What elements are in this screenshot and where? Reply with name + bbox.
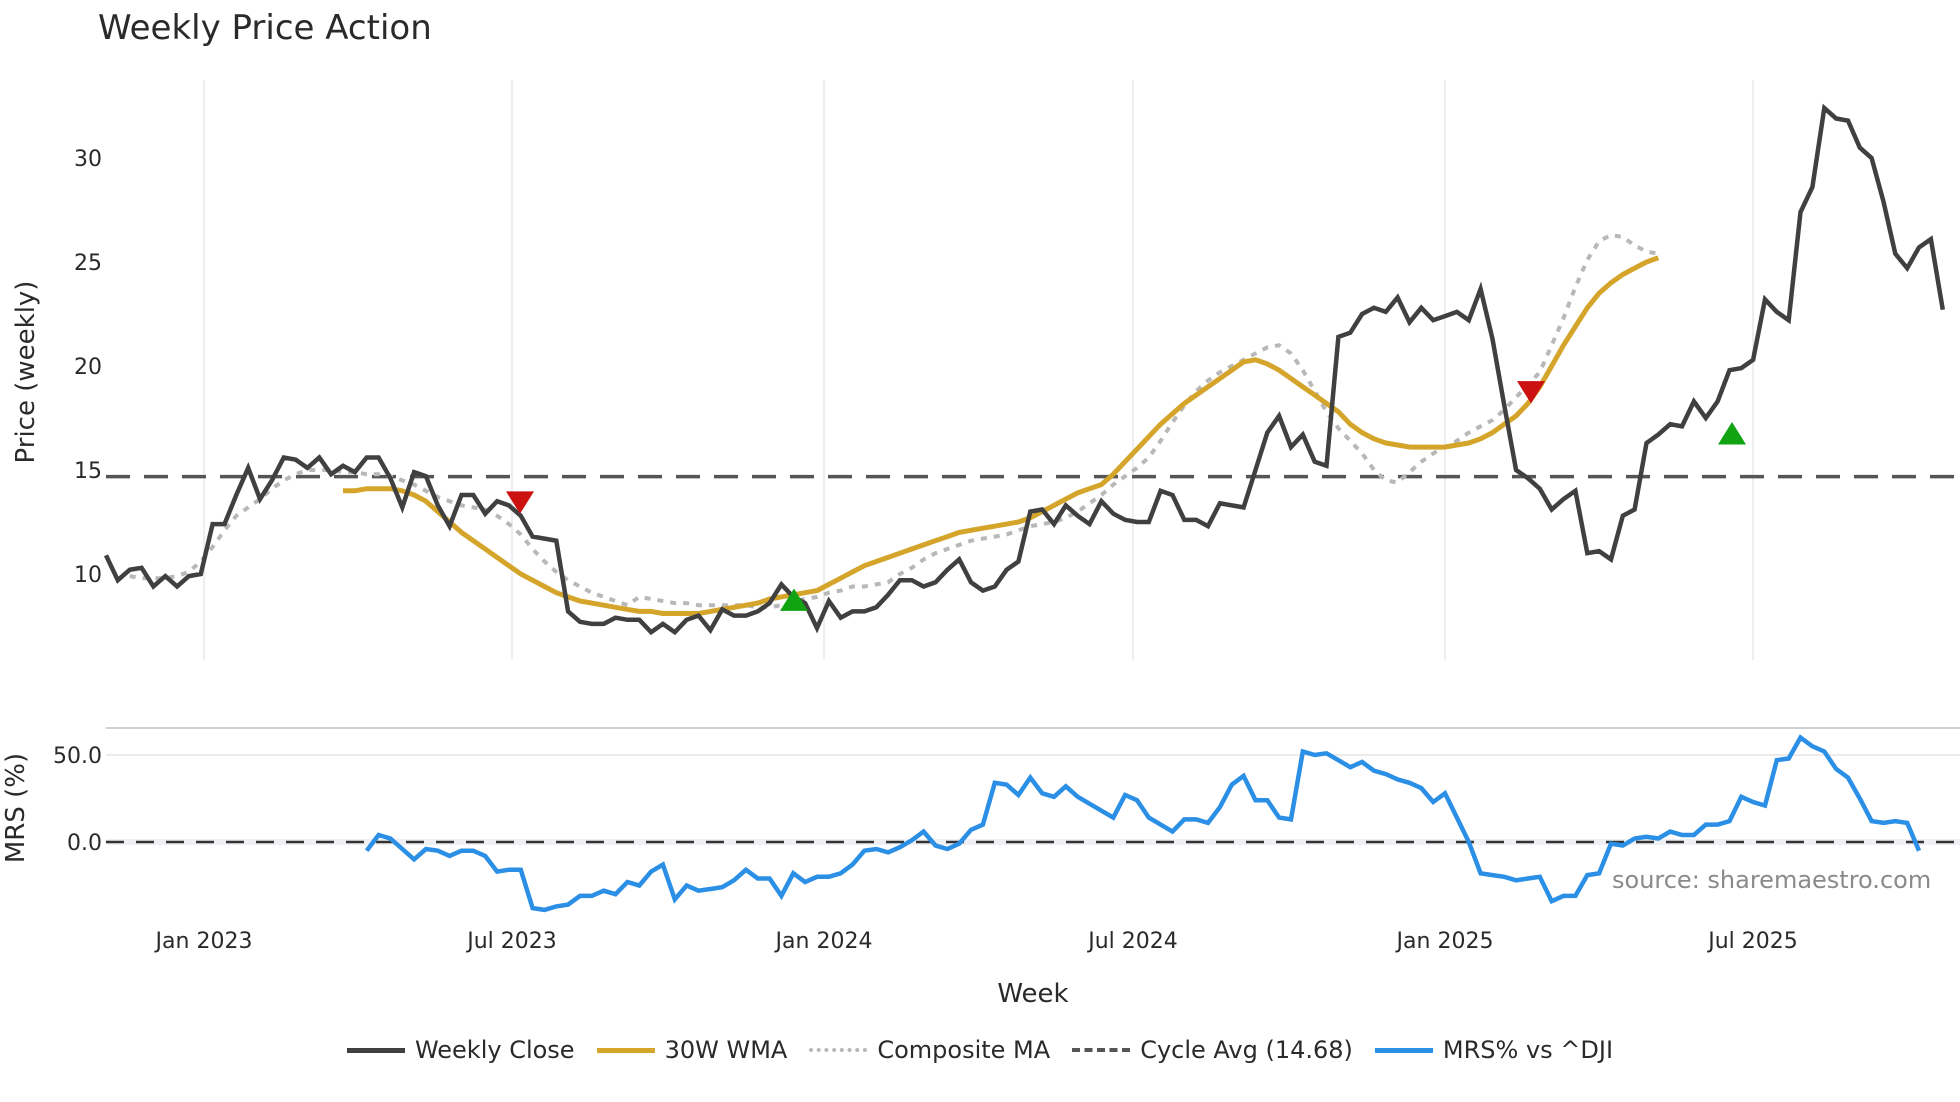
mrs-tick-0: 0.0 [67,831,102,856]
weekly-close-line [103,103,1946,636]
signal-markers [506,381,1746,611]
sell-signal-marker [1517,381,1545,404]
price-tick-label: 20 [74,355,102,380]
legend: Weekly Close 30W WMA Composite MA Cycle Avg… [0,1036,1960,1064]
buy-signal-marker [780,588,808,611]
legend-label: Composite MA [877,1036,1051,1064]
price-tick-label: 15 [74,459,102,484]
price-y-axis-title: Price (weekly) [11,281,41,464]
price-tick-label: 30 [74,147,102,172]
legend-item[interactable]: 30W WMA [596,1036,788,1064]
legend-swatch-icon [346,1047,405,1053]
chart-title: Weekly Price Action [98,8,432,48]
legend-label: MRS% vs ^DJI [1442,1036,1614,1064]
legend-swatch-icon [596,1047,655,1053]
legend-item[interactable]: Composite MA [809,1036,1050,1064]
mrs-y-axis-title: MRS (%) [1,753,31,863]
x-tick-label: Jan 2025 [1395,929,1494,954]
x-tick-label: Jul 2025 [1706,929,1798,954]
legend-label: 30W WMA [664,1036,788,1064]
mrs-tick-50: 50.0 [53,744,102,769]
x-tick-label: Jul 2024 [1086,929,1178,954]
price-tick-label: 10 [74,563,102,588]
legend-label: Cycle Avg (14.68) [1140,1036,1353,1064]
wma-30w-line [343,255,1660,616]
mrs-line [364,734,1922,913]
legend-label: Weekly Close [414,1036,575,1064]
x-tick-label: Jul 2023 [465,929,557,954]
legend-item[interactable]: Weekly Close [346,1036,575,1064]
legend-item[interactable]: Cycle Avg (14.68) [1072,1036,1353,1064]
composite-ma-line [129,232,1659,610]
price-tick-label: 25 [74,251,102,276]
x-tick-label: Jan 2023 [154,929,253,954]
x-axis-title: Week [997,979,1068,1009]
price-y-axis: 30 25 20 15 10 [74,147,102,588]
sell-signal-marker [506,491,534,514]
legend-swatch-icon [809,1048,868,1052]
source-attribution: source: sharemaestro.com [1612,866,1932,894]
x-axis: Jan 2023 Jul 2023 Jan 2024 Jul 2024 Jan 2025… [154,929,1798,954]
legend-swatch-icon [1374,1047,1433,1053]
vertical-gridlines [203,80,1754,660]
legend-swatch-icon [1072,1048,1131,1052]
buy-signal-marker [1718,422,1746,445]
x-tick-label: Jan 2024 [774,929,873,954]
legend-item[interactable]: MRS% vs ^DJI [1374,1036,1614,1064]
